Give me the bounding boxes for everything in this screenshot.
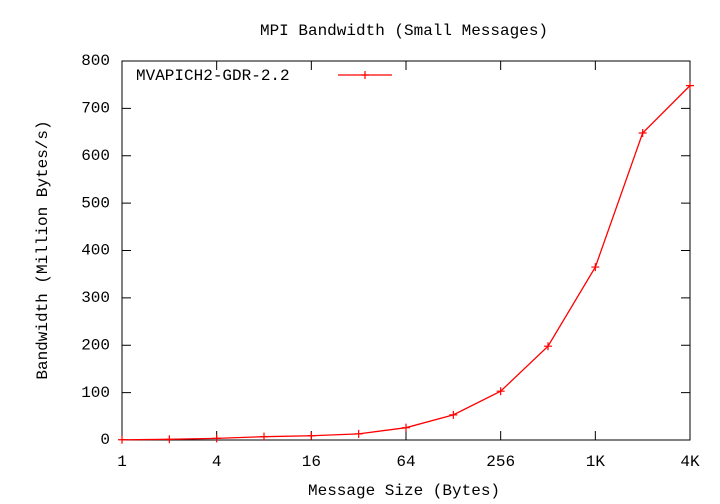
data-point bbox=[260, 432, 268, 441]
x-tick-label: 1K bbox=[586, 453, 606, 471]
y-tick-label: 800 bbox=[81, 52, 110, 70]
data-point bbox=[449, 410, 458, 419]
x-axis-label: Message Size (Bytes) bbox=[308, 482, 500, 500]
legend-label: MVAPICH2-GDR-2.2 bbox=[136, 67, 290, 85]
x-tick-label: 1 bbox=[117, 453, 127, 471]
data-point bbox=[591, 263, 600, 272]
y-tick-label: 400 bbox=[81, 242, 110, 260]
y-tick-label: 200 bbox=[81, 336, 110, 354]
data-point bbox=[354, 429, 363, 438]
x-tick-label: 4K bbox=[680, 453, 700, 471]
y-axis-label: Bandwidth (Million Bytes/s) bbox=[34, 120, 52, 379]
y-tick-label: 0 bbox=[100, 431, 110, 449]
data-point bbox=[686, 81, 694, 90]
data-point bbox=[638, 129, 647, 138]
x-tick-label: 256 bbox=[486, 453, 515, 471]
chart-title: MPI Bandwidth (Small Messages) bbox=[260, 22, 548, 40]
x-tick-label: 4 bbox=[212, 453, 222, 471]
data-point bbox=[544, 342, 552, 351]
data-point bbox=[496, 387, 505, 396]
legend-marker bbox=[361, 71, 369, 79]
y-tick-label: 700 bbox=[81, 100, 110, 118]
x-tick-label: 64 bbox=[396, 453, 415, 471]
data-point bbox=[402, 423, 410, 432]
data-point bbox=[212, 434, 221, 443]
data-point bbox=[165, 435, 174, 444]
y-tick-label: 500 bbox=[81, 194, 110, 212]
data-point bbox=[307, 431, 316, 440]
y-tick-label: 300 bbox=[81, 289, 110, 307]
y-tick-label: 100 bbox=[81, 384, 110, 402]
y-tick-label: 600 bbox=[81, 147, 110, 165]
data-point bbox=[118, 435, 126, 444]
x-tick-label: 16 bbox=[302, 453, 321, 471]
